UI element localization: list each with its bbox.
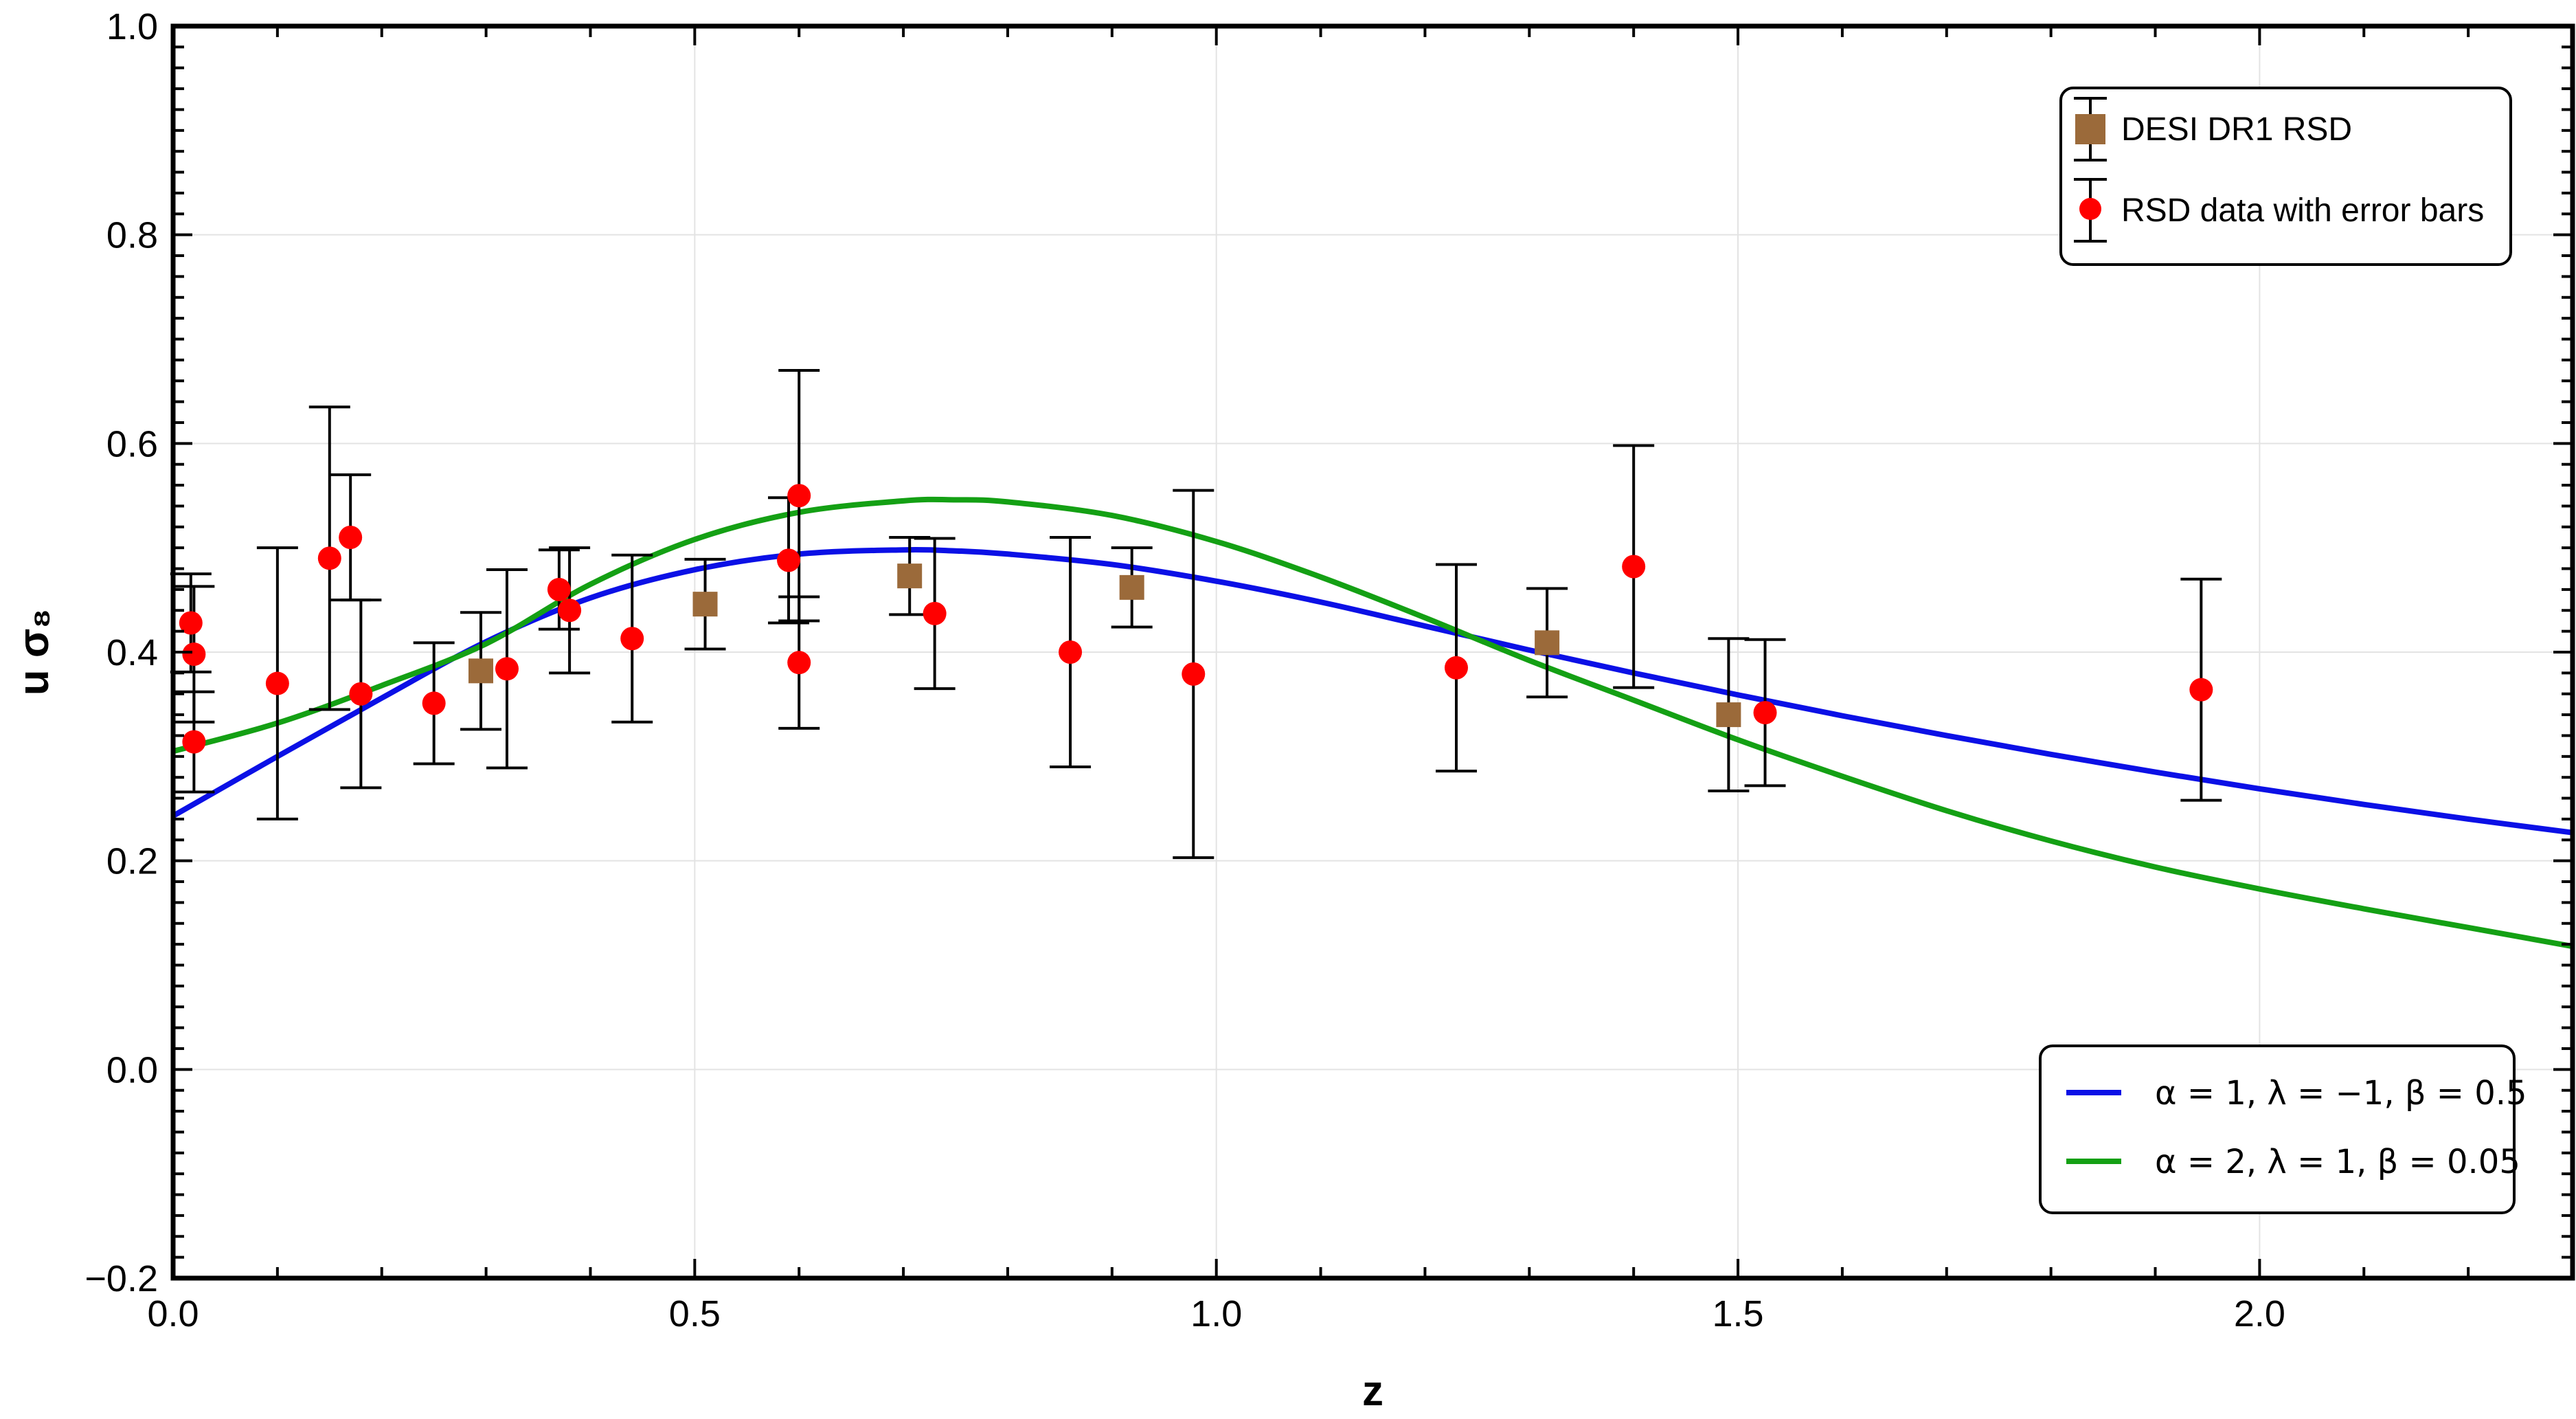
y-tick-label: −0.2 — [84, 1258, 158, 1299]
desi-square-marker — [692, 592, 718, 617]
rsd-circle-marker — [339, 525, 363, 549]
legend-circle-marker — [2079, 198, 2101, 220]
rsd-circle-marker — [787, 651, 811, 675]
curve-line — [172, 496, 2573, 950]
legend-model-label: α = 1, λ = −1, β = 0.5 — [2155, 1074, 2527, 1113]
y-tick-label: 0.2 — [106, 841, 158, 882]
x-tick-label: 2.0 — [2234, 1293, 2285, 1334]
model-curves — [172, 496, 2573, 950]
axis-ticks — [172, 25, 2574, 1280]
model-legend-box — [2039, 1044, 2516, 1214]
rsd-circle-marker — [182, 730, 206, 754]
legend-entry-label: RSD data with error bars — [2121, 192, 2484, 229]
rsd-circle-marker — [265, 671, 289, 695]
rsd-circle-marker — [547, 577, 571, 601]
rsd-circle-marker — [787, 484, 811, 508]
y-tick-label: 0.8 — [106, 215, 158, 256]
y-axis-title: u σ₈ — [10, 609, 58, 696]
y-tick-label: 0.4 — [106, 632, 158, 673]
model-legend: α = 1, λ = −1, β = 0.5 α = 2, λ = 1, β = … — [2039, 1044, 2527, 1214]
y-tick-label: 1.0 — [106, 6, 158, 47]
y-tick-label: 0.0 — [106, 1049, 158, 1091]
rsd-circle-marker — [777, 548, 801, 572]
error-bars — [170, 369, 2222, 860]
y-tick-label: 0.6 — [106, 423, 158, 465]
rsd-circle-marker — [2189, 678, 2213, 702]
desi-square-marker — [468, 658, 494, 684]
desi-square-marker — [1716, 702, 1741, 728]
rsd-circle-marker — [620, 627, 644, 651]
rsd-circle-marker — [923, 601, 947, 625]
desi-square-marker — [1119, 574, 1144, 600]
rsd-circle-marker — [1182, 662, 1206, 686]
rsd-circle-marker — [495, 657, 519, 681]
x-tick-label: 1.5 — [1713, 1293, 1764, 1334]
rsd-circle-marker — [317, 546, 341, 570]
data-legend: DESI DR1 RSD RSD data with error bars — [2059, 87, 2512, 266]
tick-labels: 0.0 0.5 1.0 1.5 2.0−0.20.00.20.40.60.81.0 — [84, 6, 2285, 1334]
legend-model-label: α = 2, λ = 1, β = 0.05 — [2155, 1143, 2520, 1181]
rsd-circle-marker — [422, 691, 446, 715]
rsd-circle-marker — [1753, 701, 1777, 725]
desi-square-marker — [897, 563, 923, 589]
desi-square-marker — [1535, 630, 1560, 656]
x-tick-label: 0.0 — [147, 1293, 199, 1334]
x-tick-label: 1.0 — [1190, 1293, 1242, 1334]
legend-entry-label: DESI DR1 RSD — [2121, 111, 2352, 148]
legend-square-marker — [2075, 114, 2105, 144]
rsd-circle-marker — [182, 643, 206, 667]
rsd-circle-marker — [558, 599, 582, 623]
x-axis-title: z — [1362, 1367, 1383, 1415]
rsd-circle-marker — [179, 611, 203, 635]
rsd-circle-marker — [1059, 640, 1083, 664]
rsd-circle-marker — [1622, 555, 1646, 579]
x-tick-label: 0.5 — [669, 1293, 721, 1334]
rsd-circle-marker — [1444, 656, 1468, 680]
data-markers — [179, 484, 2213, 754]
rsd-circle-marker — [349, 682, 373, 706]
data-legend-box — [2059, 87, 2512, 266]
